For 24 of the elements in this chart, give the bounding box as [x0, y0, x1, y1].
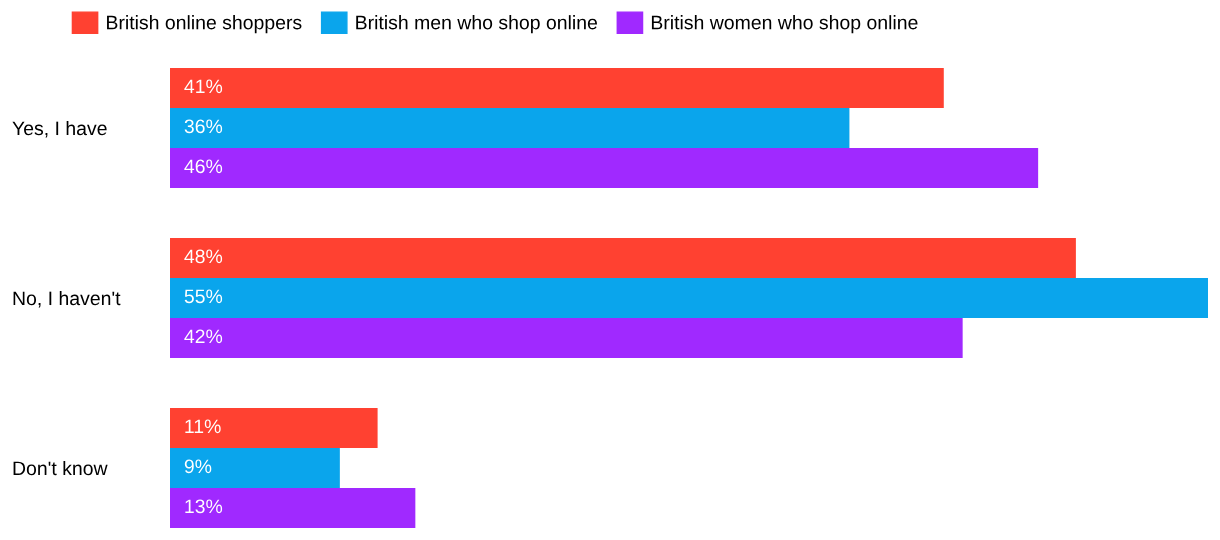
data-label: 13% — [185, 499, 223, 514]
y-tick-label: Yes, I have — [12, 120, 107, 138]
data-label: 55% — [184, 289, 223, 304]
bar — [170, 448, 340, 488]
data-label: 9% — [184, 459, 212, 474]
bar — [170, 238, 1076, 278]
bar — [170, 68, 944, 108]
data-label: 41% — [184, 79, 223, 94]
bar — [170, 278, 1208, 318]
legend-label: British men who shop online — [356, 15, 597, 34]
y-tick-label: No, I haven't — [13, 290, 121, 308]
bar — [170, 488, 416, 528]
data-label: 11% — [185, 419, 221, 434]
data-label: 42% — [184, 329, 223, 344]
bar — [170, 318, 963, 358]
legend-label: British online shoppers — [107, 15, 302, 34]
data-label: 48% — [184, 249, 223, 264]
data-label: 36% — [184, 119, 223, 134]
legend-label: British women who shop online — [651, 15, 918, 34]
bar — [170, 408, 378, 448]
y-tick-label: Don't know — [13, 460, 108, 476]
data-label: 46% — [184, 159, 223, 174]
bar — [170, 148, 1039, 188]
bar — [170, 108, 850, 148]
